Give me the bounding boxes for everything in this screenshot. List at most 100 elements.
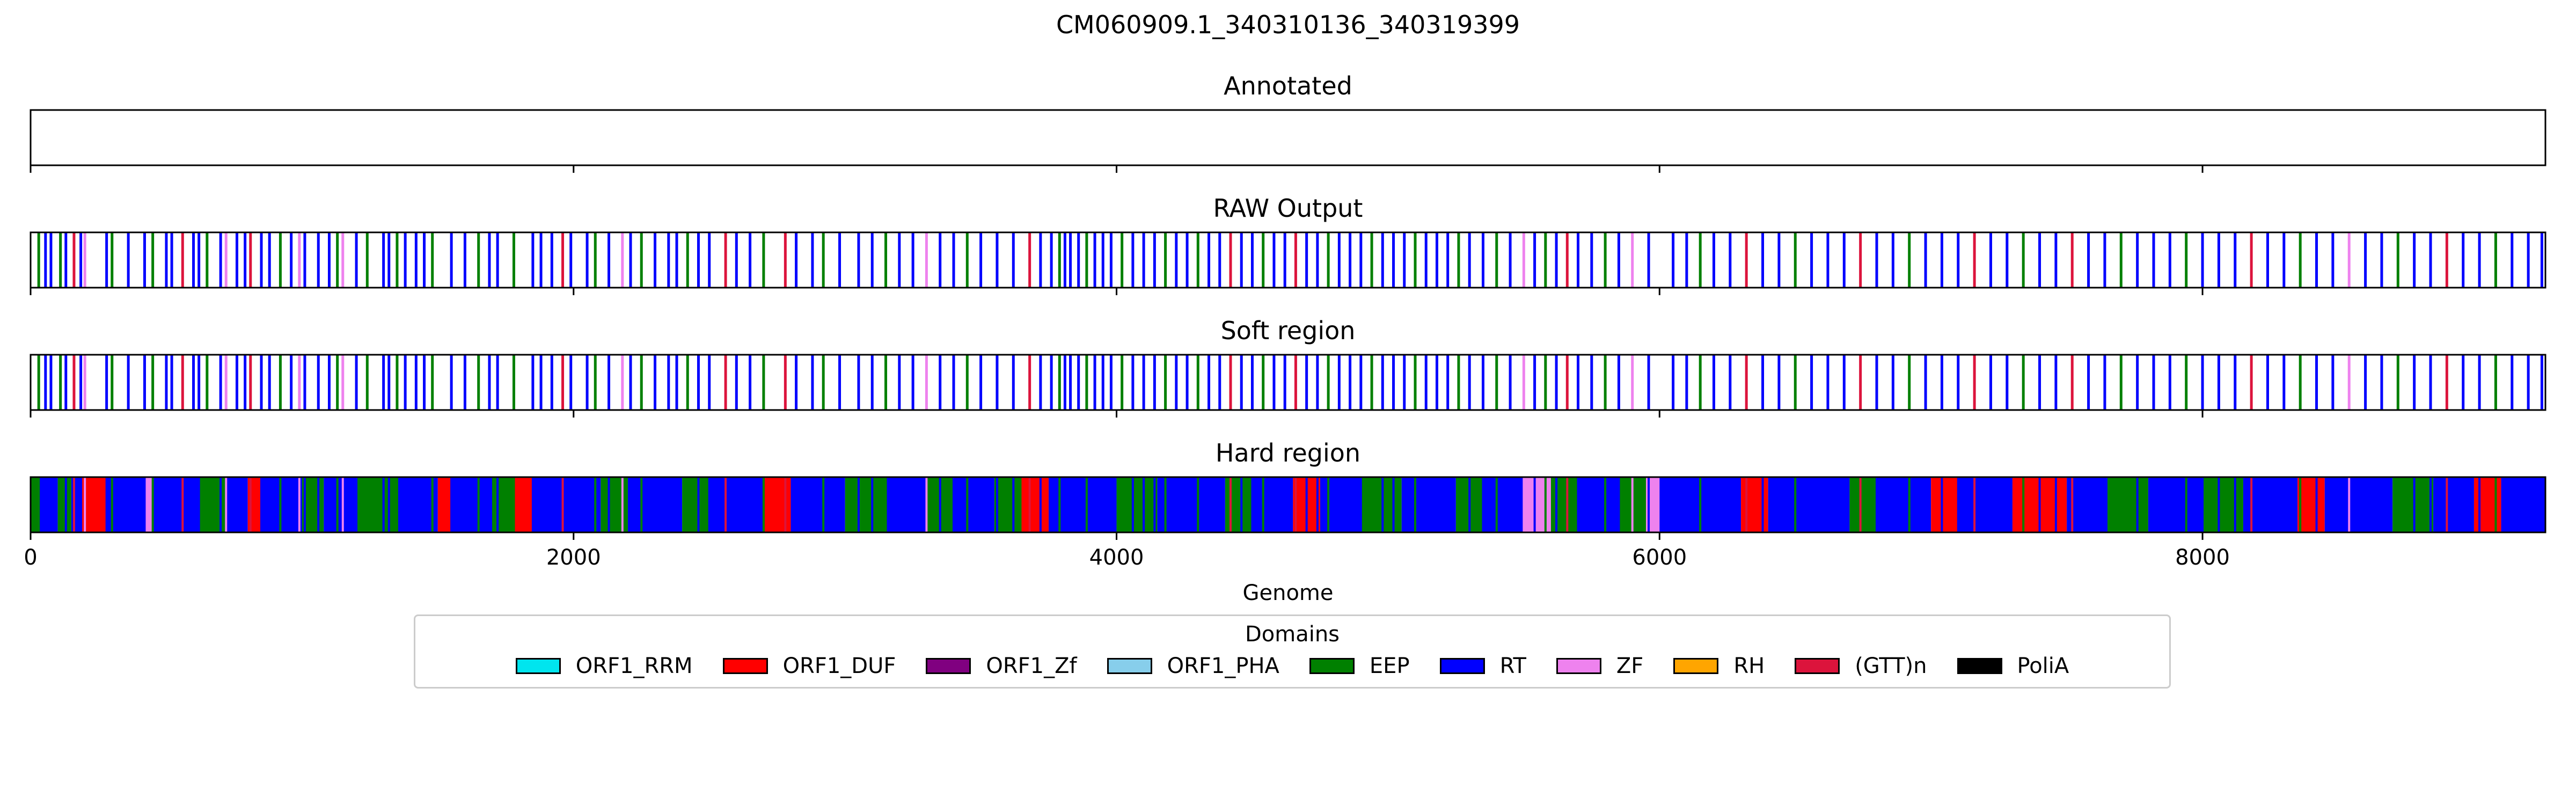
domain-block (1931, 477, 1958, 532)
chart-title: CM060909.1_340310136_340319399 (1056, 10, 1520, 39)
x-ticks (30, 532, 2204, 540)
legend: Domains ORF1_RRM ORF1_DUF ORF1_Zf ORF1_PHA E… (414, 614, 2171, 689)
legend-entry: ORF1_PHA (1107, 653, 1279, 679)
raw-marks (37, 232, 2543, 288)
panel-frame (30, 476, 2546, 533)
x-tick-labels: 0 2000 4000 6000 8000 (24, 545, 2230, 570)
legend-label: RT (1499, 654, 1526, 678)
domain-block (2501, 477, 2545, 532)
domain-block (261, 477, 302, 532)
domain-block (1958, 477, 2012, 532)
domain-block (1021, 477, 1049, 532)
panel-annotated: Annotated (30, 71, 2546, 173)
legend-label: ZF (1616, 654, 1644, 678)
legend-swatch (722, 658, 768, 674)
panel-frame (30, 231, 2546, 289)
soft-marks (37, 355, 2543, 410)
domain-block (2067, 477, 2108, 532)
legend-label: ORF1_RRM (575, 654, 693, 678)
x-tick-label: 6000 (1632, 545, 1687, 570)
domain-block (1483, 477, 1524, 532)
domain-block (1524, 477, 1551, 532)
legend-swatch (1673, 658, 1719, 674)
domain-block (437, 477, 452, 532)
domain-block (954, 477, 994, 532)
domain-block (2107, 477, 2148, 532)
domain-block (682, 477, 709, 532)
legend-entry: ORF1_DUF (722, 653, 896, 679)
x-tick-label: 2000 (546, 545, 601, 570)
domain-block (885, 477, 927, 532)
domain-block (39, 477, 58, 532)
domain-block (82, 477, 107, 532)
legend-label: (GTT)n (1855, 654, 1927, 678)
domain-block (845, 477, 886, 532)
legend-label: ORF1_DUF (782, 654, 896, 678)
legend-entry: EEP (1309, 653, 1410, 679)
panel-title: Soft region (1221, 316, 1356, 345)
domain-block (1252, 477, 1293, 532)
legend-label: RH (1733, 654, 1765, 678)
domain-block (1320, 477, 1361, 532)
domain-block (601, 477, 628, 532)
legend-entry: ZF (1556, 653, 1643, 679)
domain-block (1360, 477, 1402, 532)
legend-swatch (1309, 658, 1355, 674)
domain-block (451, 477, 493, 532)
legend-items: ORF1_RRM ORF1_DUF ORF1_Zf ORF1_PHA EEP RT ZF RH… (415, 653, 2169, 679)
x-ticks (30, 165, 2204, 173)
domain-block (144, 477, 153, 532)
domain-block (2202, 477, 2243, 532)
domain-block (199, 477, 226, 532)
panel-title: RAW Output (1213, 194, 1363, 223)
legend-entry: ORF1_Zf (926, 653, 1077, 679)
x-ticks (30, 288, 2204, 295)
domain-block (2473, 477, 2501, 532)
domain-block (1225, 477, 1253, 532)
domain-block (31, 477, 39, 532)
domain-block (1768, 477, 1850, 532)
x-tick-label: 8000 (2175, 545, 2230, 570)
legend-swatch (515, 658, 561, 674)
x-tick-label: 0 (24, 545, 37, 570)
domain-block (492, 477, 514, 532)
domain-block (763, 477, 791, 532)
legend-entry: RT (1439, 653, 1526, 679)
domain-block (1116, 477, 1158, 532)
legend-title: Domains (1245, 622, 1340, 647)
domain-block (1578, 477, 1619, 532)
legend-label: ORF1_Zf (986, 654, 1077, 678)
x-tick-label: 4000 (1089, 545, 1144, 570)
legend-entry: ORF1_RRM (515, 653, 693, 679)
panel-soft-region: Soft region (30, 316, 2546, 418)
legend-entry: RH (1673, 653, 1765, 679)
panel-frame (30, 109, 2546, 166)
panel-raw-output: RAW Output (30, 194, 2546, 295)
legend-swatch (1107, 658, 1152, 674)
legend-label: EEP (1369, 654, 1410, 678)
legend-swatch (926, 658, 971, 674)
domain-block (1157, 477, 1225, 532)
domain-block (2433, 477, 2474, 532)
legend-swatch (1439, 658, 1485, 674)
legend-entry: PoliA (1957, 653, 2069, 679)
legend-swatch (1556, 658, 1601, 674)
domain-block (514, 477, 533, 532)
legend-label: ORF1_PHA (1167, 654, 1279, 678)
legend-entry: (GTT)n (1795, 653, 1927, 679)
domain-block (2148, 477, 2203, 532)
panel-title: Hard region (1216, 438, 1360, 467)
domain-block (532, 477, 601, 532)
domain-block (397, 477, 438, 532)
domain-block (152, 477, 199, 532)
domain-block (2392, 477, 2434, 532)
hard-marks (31, 477, 2545, 532)
domain-block (791, 477, 845, 532)
legend-swatch (1957, 658, 2002, 674)
x-axis-label: Genome (1242, 581, 1333, 605)
legend-label: PoliA (2017, 654, 2069, 678)
domain-block (1741, 477, 1768, 532)
domain-block (994, 477, 1022, 532)
legend-swatch (1795, 658, 1840, 674)
